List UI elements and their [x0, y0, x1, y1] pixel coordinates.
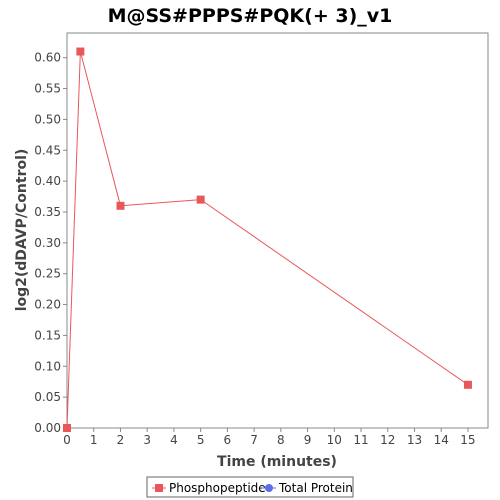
x-tick-label: 3 [143, 433, 151, 447]
legend-square-marker [155, 484, 163, 492]
x-tick-label: 0 [63, 433, 71, 447]
y-tick-label: 0.15 [34, 328, 61, 342]
y-tick-label: 0.20 [34, 298, 61, 312]
x-tick-label: 7 [250, 433, 258, 447]
legend-label: Phosphopeptide [169, 481, 266, 495]
x-tick-label: 9 [304, 433, 312, 447]
y-tick-label: 0.25 [34, 267, 61, 281]
legend-items: Phosphopeptide Total Protein [152, 481, 353, 495]
y-tick-label: 0.00 [34, 421, 61, 435]
legend-label: Total Protein [278, 481, 353, 495]
data-point [196, 195, 205, 204]
x-tick-label: 13 [407, 433, 422, 447]
y-tick-label: 0.10 [34, 359, 61, 373]
x-axis: 0 1 2 3 4 5 6 7 8 9 10 11 12 13 14 15 [63, 428, 476, 447]
y-tick-label: 0.05 [34, 390, 61, 404]
y-axis-label: log2(dDAVP/Control) [14, 149, 30, 312]
x-tick-label: 10 [327, 433, 342, 447]
x-tick-label: 6 [224, 433, 232, 447]
y-tick-label: 0.60 [34, 51, 61, 65]
y-axis: 0.00 0.05 0.10 0.15 0.20 0.25 0.30 0.35 0.40 0.45… [34, 51, 67, 435]
x-tick-label: 2 [117, 433, 125, 447]
y-tick-label: 0.50 [34, 112, 61, 126]
x-tick-label: 8 [277, 433, 285, 447]
x-tick-label: 1 [90, 433, 98, 447]
x-tick-label: 12 [380, 433, 395, 447]
data-point [463, 380, 472, 389]
x-axis-label: Time (minutes) [217, 454, 337, 470]
plot-area [66, 32, 489, 429]
legend-circle-marker [265, 484, 273, 492]
y-tick-label: 0.45 [34, 143, 61, 157]
x-tick-label: 15 [460, 433, 475, 447]
y-tick-label: 0.30 [34, 236, 61, 250]
chart-title: M@SS#PPPS#PQK(+ 3)_v1 [108, 5, 393, 27]
legend-box [146, 476, 354, 498]
data-point [116, 201, 125, 210]
data-point [76, 47, 85, 56]
x-tick-label: 11 [353, 433, 368, 447]
y-tick-label: 0.40 [34, 174, 61, 188]
x-tick-label: 4 [170, 433, 178, 447]
x-tick-label: 14 [434, 433, 449, 447]
series-layer [63, 47, 472, 432]
legend: Phosphopeptide Total Protein [146, 476, 354, 498]
y-tick-label: 0.55 [34, 82, 61, 96]
data-point [63, 424, 71, 432]
x-tick-label: 5 [197, 433, 205, 447]
y-tick-label: 0.35 [34, 205, 61, 219]
